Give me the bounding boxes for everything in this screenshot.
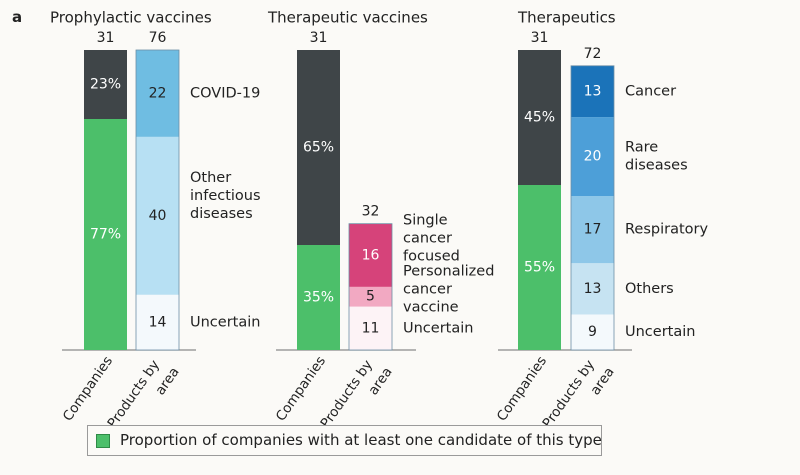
product-category-label-other-infectious-diseases: infectious — [190, 188, 261, 204]
bar-product-respiratory-therapeutics — [571, 196, 614, 264]
panel-letter: a — [12, 8, 23, 26]
bar-product-other-infectious-diseases-prophylactic-vaccines — [136, 136, 179, 295]
product-value-label: 40 — [149, 208, 167, 224]
bar-companies-35-therapeutic-vaccines — [297, 245, 340, 350]
legend: Proportion of companies with at least on… — [87, 425, 602, 456]
product-category-label-covid-19: COVID-19 — [190, 85, 260, 101]
bar-companies-77-prophylactic-vaccines — [84, 119, 127, 350]
bar-product-rare-diseases-therapeutics — [571, 117, 614, 197]
companies-pct-label: 77% — [90, 227, 121, 243]
products-total-label: 32 — [362, 204, 380, 220]
stacked-bar-charts: Prophylactic vaccines 77% 23% 31 14 Uncertain… — [50, 9, 708, 426]
companies-total-label: 31 — [97, 30, 115, 46]
bar-product-cancer-therapeutics — [571, 65, 614, 118]
companies-pct-label: 35% — [303, 290, 334, 306]
companies-pct-label: 23% — [90, 77, 121, 93]
panel-title-therapeutics: Therapeutics — [517, 9, 616, 27]
product-value-label: 13 — [584, 83, 602, 99]
products-total-label: 72 — [584, 46, 602, 62]
product-value-label: 22 — [149, 85, 167, 101]
product-column-outline-therapeutics — [570, 65, 615, 351]
product-value-label: 11 — [362, 320, 380, 336]
panel-title-prophylactic-vaccines: Prophylactic vaccines — [50, 9, 212, 27]
product-value-label: 20 — [584, 149, 602, 165]
product-category-label-respiratory: Respiratory — [625, 222, 708, 238]
companies-total-label: 31 — [531, 30, 549, 46]
product-value-label: 16 — [362, 247, 380, 263]
product-category-label-personalized-cancer-vaccine: cancer — [403, 282, 452, 298]
product-category-label-single-cancer-focused: Single — [403, 212, 448, 228]
product-value-label: 17 — [584, 222, 602, 238]
products-total-label: 76 — [149, 30, 167, 46]
bar-companies-23-prophylactic-vaccines — [84, 50, 127, 119]
product-value-label: 13 — [584, 281, 602, 297]
product-category-label-uncertain: Uncertain — [403, 320, 473, 336]
bar-product-others-therapeutics — [571, 263, 614, 315]
bar-companies-45-therapeutics — [518, 50, 561, 185]
bar-product-single-cancer-focused-therapeutic-vaccines — [349, 223, 392, 287]
product-category-label-rare-diseases: diseases — [625, 158, 688, 174]
product-column-outline-therapeutic-vaccines — [348, 223, 393, 351]
companies-pct-label: 45% — [524, 110, 555, 126]
companies-pct-label: 65% — [303, 140, 334, 156]
product-value-label: 9 — [588, 324, 597, 340]
companies-total-label: 31 — [310, 30, 328, 46]
bar-product-uncertain-therapeutics — [571, 314, 614, 350]
product-value-label: 14 — [149, 314, 167, 330]
product-category-label-personalized-cancer-vaccine: vaccine — [403, 300, 459, 316]
bar-product-covid-19-prophylactic-vaccines — [136, 50, 179, 137]
bar-companies-55-therapeutics — [518, 185, 561, 350]
product-category-label-uncertain: Uncertain — [190, 314, 260, 330]
product-value-label: 5 — [366, 289, 375, 305]
product-category-label-cancer: Cancer — [625, 83, 676, 99]
product-category-label-personalized-cancer-vaccine: Personalized — [403, 264, 494, 280]
product-category-label-rare-diseases: Rare — [625, 140, 658, 156]
product-category-label-other-infectious-diseases: diseases — [190, 206, 253, 222]
product-category-label-uncertain: Uncertain — [625, 324, 695, 340]
legend-swatch-companies — [96, 434, 110, 448]
bar-product-uncertain-therapeutic-vaccines — [349, 306, 392, 350]
product-category-label-single-cancer-focused: cancer — [403, 230, 452, 246]
product-column-outline-prophylactic-vaccines — [135, 49, 180, 351]
category-label-companies: Companies — [494, 353, 550, 424]
product-category-label-other-infectious-diseases: Other — [190, 170, 231, 186]
panel-title-therapeutic-vaccines: Therapeutic vaccines — [267, 9, 428, 27]
bar-companies-65-therapeutic-vaccines — [297, 50, 340, 245]
product-category-label-single-cancer-focused: focused — [403, 248, 460, 264]
product-category-label-others: Others — [625, 281, 674, 297]
bar-product-personalized-cancer-vaccine-therapeutic-vaccines — [349, 286, 392, 307]
companies-pct-label: 55% — [524, 260, 555, 276]
bar-product-uncertain-prophylactic-vaccines — [136, 294, 179, 350]
category-label-companies: Companies — [60, 353, 116, 424]
legend-label: Proportion of companies with at least on… — [120, 431, 602, 449]
category-label-companies: Companies — [273, 353, 329, 424]
